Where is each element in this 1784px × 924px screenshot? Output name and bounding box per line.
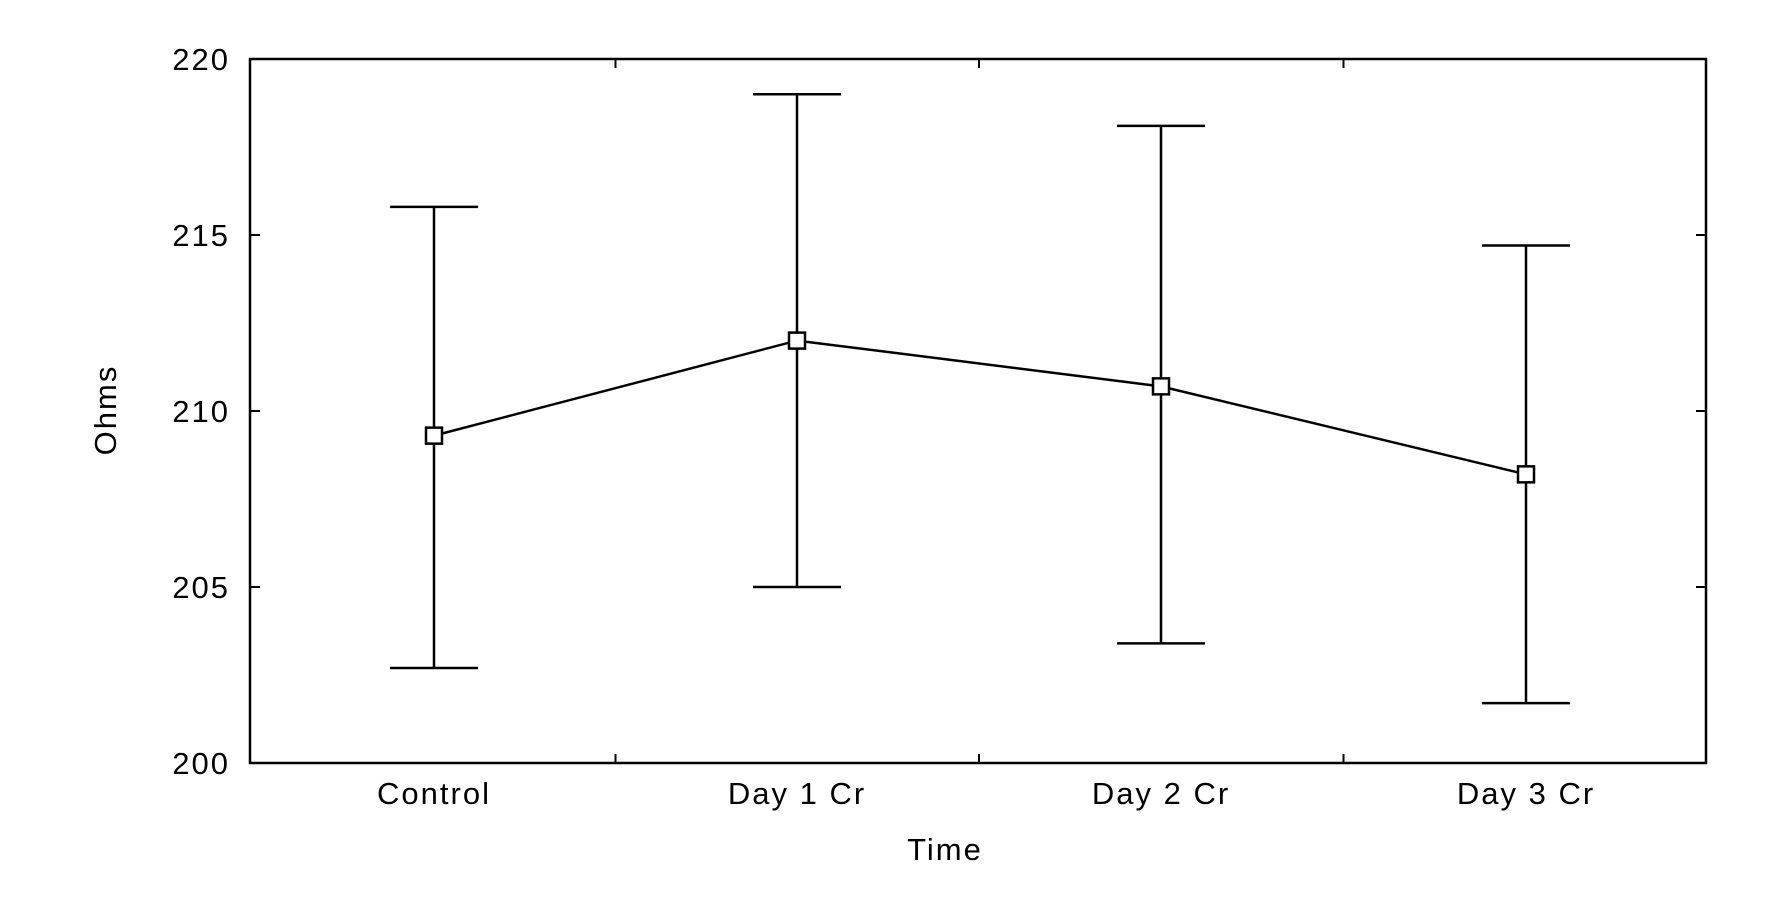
error-bars (390, 92, 1570, 705)
x-tick-label: Day 1 Cr (728, 776, 866, 811)
data-point-marker (1516, 465, 1536, 484)
plot-frame (248, 57, 1708, 765)
series-line (433, 339, 1527, 476)
data-point-marker (787, 331, 807, 350)
y-tick-label: 220 (172, 42, 230, 77)
x-tick-label: Control (377, 776, 491, 811)
plot-frame (248, 57, 1708, 765)
x-tick-label: Day 2 Cr (1092, 776, 1230, 811)
data-point-marker (1151, 377, 1171, 396)
x-tick-label: Day 3 Cr (1457, 776, 1595, 811)
y-tick-label: 210 (172, 394, 230, 429)
y-axis: 200 205 210 215 220 (172, 42, 1706, 781)
y-tick-label: 205 (172, 570, 230, 605)
series-line-group (433, 339, 1527, 476)
x-axis: Control Day 1 Cr Day 2 Cr Day 3 Cr (377, 59, 1595, 811)
y-tick-label: 200 (172, 746, 230, 781)
markers (424, 331, 1536, 484)
y-tick-label: 215 (172, 218, 230, 253)
x-axis-title: Time (907, 832, 983, 867)
y-axis-title: Ohms (88, 365, 123, 456)
data-point-marker (424, 426, 444, 445)
